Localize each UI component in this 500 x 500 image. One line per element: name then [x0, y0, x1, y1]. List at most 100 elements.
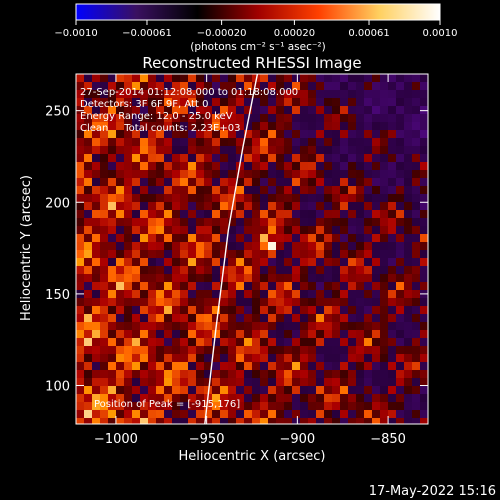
heatmap-cell: [108, 386, 116, 394]
heatmap-cell: [300, 362, 308, 370]
heatmap-cell: [196, 194, 204, 202]
heatmap-cell: [188, 386, 196, 394]
heatmap-cell: [84, 298, 92, 306]
heatmap-cell: [196, 298, 204, 306]
heatmap-cell: [132, 346, 140, 354]
heatmap-cell: [172, 354, 180, 362]
heatmap-cell: [252, 82, 260, 90]
heatmap-cell: [412, 226, 420, 234]
heatmap-cell: [412, 370, 420, 378]
heatmap-cell: [276, 226, 284, 234]
heatmap-cell: [228, 290, 236, 298]
heatmap-cell: [180, 162, 188, 170]
heatmap-cell: [228, 178, 236, 186]
heatmap-cell: [76, 130, 84, 138]
heatmap-cell: [188, 218, 196, 226]
heatmap-cell: [324, 402, 332, 410]
heatmap-cell: [132, 186, 140, 194]
heatmap-cell: [220, 242, 228, 250]
heatmap-cell: [372, 202, 380, 210]
heatmap-cell: [92, 74, 100, 82]
heatmap-cell: [212, 170, 220, 178]
heatmap-cell: [116, 290, 124, 298]
heatmap-cell: [300, 330, 308, 338]
heatmap-cell: [188, 226, 196, 234]
heatmap-cell: [108, 394, 116, 402]
heatmap-cell: [372, 314, 380, 322]
heatmap-cell: [164, 146, 172, 154]
heatmap-cell: [108, 146, 116, 154]
heatmap-cell: [348, 242, 356, 250]
heatmap-cell: [188, 290, 196, 298]
heatmap-cell: [228, 378, 236, 386]
heatmap-cell: [332, 178, 340, 186]
heatmap-cell: [124, 162, 132, 170]
heatmap-cell: [308, 250, 316, 258]
heatmap-cell: [180, 346, 188, 354]
heatmap-cell: [316, 322, 324, 330]
heatmap-cell: [396, 394, 404, 402]
heatmap-cell: [412, 410, 420, 418]
heatmap-cell: [196, 378, 204, 386]
heatmap-cell: [212, 218, 220, 226]
heatmap-cell: [316, 194, 324, 202]
heatmap-cell: [204, 178, 212, 186]
heatmap-cell: [236, 202, 244, 210]
heatmap-cell: [180, 210, 188, 218]
heatmap-cell: [380, 202, 388, 210]
heatmap-cell: [196, 338, 204, 346]
heatmap-cell: [340, 186, 348, 194]
heatmap-cell: [124, 226, 132, 234]
heatmap-cell: [76, 386, 84, 394]
heatmap-cell: [356, 154, 364, 162]
heatmap-cell: [172, 378, 180, 386]
heatmap-cell: [268, 298, 276, 306]
heatmap-cell: [100, 90, 108, 98]
heatmap-cell: [204, 194, 212, 202]
heatmap-cell: [324, 74, 332, 82]
heatmap-cell: [404, 98, 412, 106]
heatmap-cell: [172, 290, 180, 298]
heatmap-cell: [156, 218, 164, 226]
heatmap-cell: [356, 202, 364, 210]
heatmap-cell: [252, 226, 260, 234]
heatmap-cell: [100, 330, 108, 338]
heatmap-cell: [276, 322, 284, 330]
heatmap-cell: [164, 210, 172, 218]
heatmap-cell: [220, 178, 228, 186]
heatmap-cell: [156, 98, 164, 106]
heatmap-cell: [196, 330, 204, 338]
heatmap-cell: [132, 82, 140, 90]
heatmap-cell: [412, 322, 420, 330]
heatmap-cell: [324, 418, 332, 424]
heatmap-cell: [236, 210, 244, 218]
heatmap-cell: [316, 106, 324, 114]
heatmap-cell: [100, 226, 108, 234]
heatmap-cell: [396, 242, 404, 250]
heatmap-cell: [172, 226, 180, 234]
heatmap-cell: [76, 90, 84, 98]
heatmap-cell: [228, 386, 236, 394]
heatmap-cell: [100, 170, 108, 178]
heatmap-cell: [348, 394, 356, 402]
heatmap-cell: [236, 362, 244, 370]
heatmap-cell: [276, 90, 284, 98]
heatmap-cell: [236, 306, 244, 314]
heatmap-cell: [116, 338, 124, 346]
heatmap-cell: [196, 138, 204, 146]
heatmap-cell: [92, 370, 100, 378]
heatmap-cell: [244, 106, 252, 114]
heatmap-cell: [332, 266, 340, 274]
heatmap-cell: [316, 258, 324, 266]
heatmap-cell: [220, 154, 228, 162]
heatmap-cell: [372, 178, 380, 186]
heatmap-cell: [220, 170, 228, 178]
heatmap-cell: [292, 418, 300, 424]
heatmap-cell: [204, 154, 212, 162]
heatmap-cell: [244, 250, 252, 258]
heatmap-cell: [364, 146, 372, 154]
heatmap-cell: [140, 258, 148, 266]
heatmap-cell: [260, 114, 268, 122]
